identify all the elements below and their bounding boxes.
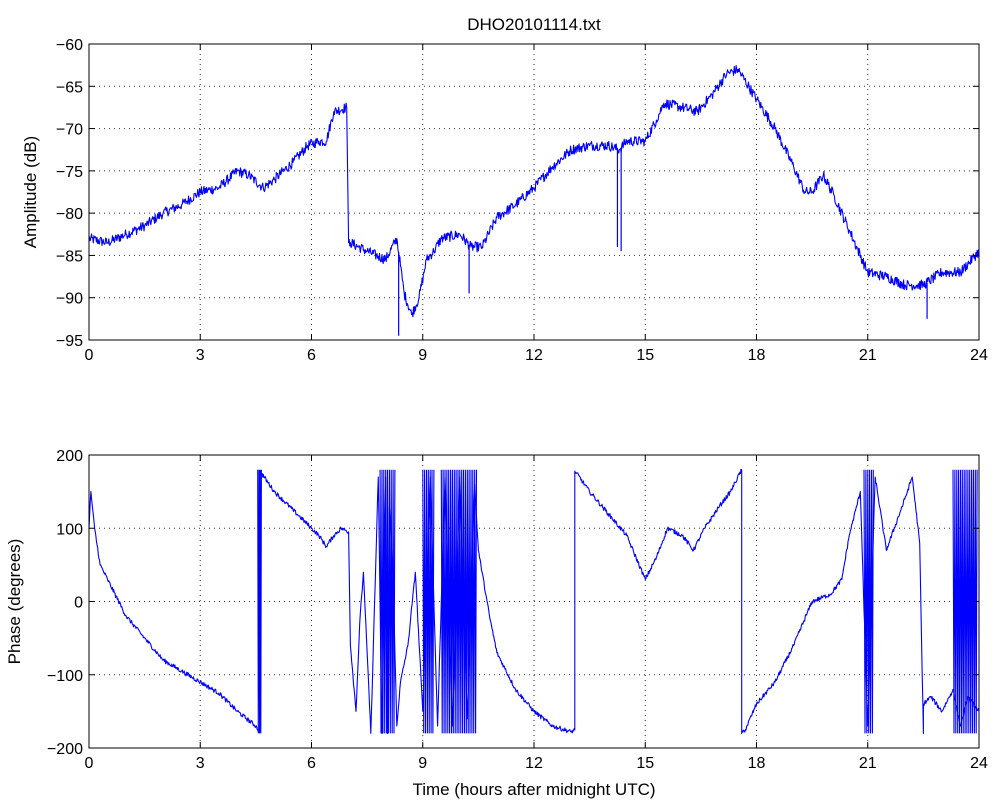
y-tick-label: 100 [56, 521, 83, 538]
wrap-band-2 [379, 469, 396, 734]
y-tick-label: −85 [56, 248, 83, 265]
y-tick-label: −70 [56, 122, 83, 139]
x-tick-label: 0 [85, 755, 94, 772]
x-tick-label: 9 [418, 755, 427, 772]
y-axis-label: Amplitude (dB) [21, 136, 40, 248]
x-tick-label: 18 [748, 755, 766, 772]
panel-1: 0 3 6 9 12 15 18 21 24 −95 −90 −85 −80 −75 −70 −65 −60 DH… [21, 15, 988, 364]
wrap-band-1 [257, 469, 262, 734]
x-tick-label: 3 [196, 347, 205, 364]
x-tick-label: 24 [970, 755, 988, 772]
y-tick-label: −95 [56, 333, 83, 350]
y-tick-label: −65 [56, 79, 83, 96]
x-tick-label: 12 [525, 347, 543, 364]
wrap-band-3 [422, 469, 435, 734]
x-tick-label: 9 [418, 347, 427, 364]
data-layer [89, 65, 979, 336]
x-tick-label: 21 [859, 347, 877, 364]
y-tick-label: 200 [56, 448, 83, 465]
x-tick-label: 3 [196, 755, 205, 772]
y-tick-label: −200 [47, 741, 83, 758]
x-tick-label: 18 [748, 347, 766, 364]
panel-2: 0 3 6 9 12 15 18 21 24 −200 −100 0 100 200 Time (hours… [5, 448, 988, 799]
x-tick-label: 6 [307, 755, 316, 772]
x-tick-label: 21 [859, 755, 877, 772]
x-tick-label: 15 [636, 347, 654, 364]
x-axis-label: Time (hours after midnight UTC) [412, 780, 655, 799]
wrap-band-5 [863, 469, 874, 734]
y-tick-label: −100 [47, 668, 83, 685]
plot-area [89, 44, 979, 340]
y-tick-label: 0 [74, 595, 83, 612]
y-axis-label: Phase (degrees) [5, 539, 24, 665]
x-tick-label: 0 [85, 347, 94, 364]
x-tick-label: 12 [525, 755, 543, 772]
chart-title: DHO20101114.txt [467, 15, 601, 34]
y-tick-label: −60 [56, 37, 83, 54]
x-tick-label: 6 [307, 347, 316, 364]
wrap-band-6 [952, 469, 978, 734]
series-line-1 [89, 65, 979, 318]
data-layer [89, 468, 979, 734]
wrap-band-4 [440, 469, 478, 734]
y-tick-label: −75 [56, 164, 83, 181]
x-tick-label: 24 [970, 347, 988, 364]
y-tick-label: −80 [56, 206, 83, 223]
y-tick-label: −90 [56, 291, 83, 308]
x-tick-label: 15 [636, 755, 654, 772]
series-line-1 [89, 468, 979, 734]
